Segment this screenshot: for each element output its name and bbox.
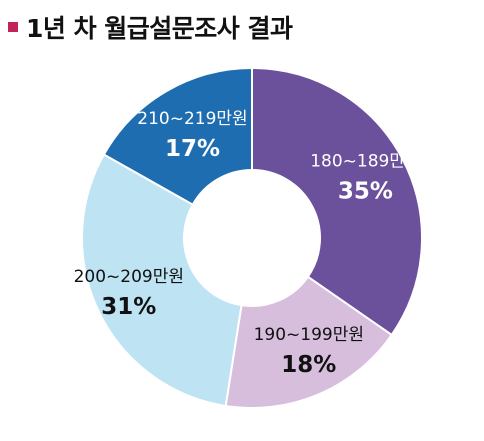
- slice-value-2: 18%: [281, 352, 336, 378]
- chart-title: 1년 차 월급설문조사 결과: [26, 14, 293, 43]
- slices-group: [81, 66, 423, 409]
- labels-group: 180~189만원 35% 190~199만원 18% 200~209만원 31% 210~…: [74, 109, 421, 378]
- slice-3: [81, 153, 243, 408]
- slice-1: [251, 66, 423, 337]
- slice-label-1: 180~189만원: [310, 152, 420, 172]
- slice-label-3: 200~209만원: [74, 267, 184, 287]
- slice-value-4: 17%: [165, 136, 220, 162]
- chart-title-wrap: 1년 차 월급설문조사 결과: [8, 10, 293, 44]
- slice-2: [224, 275, 394, 409]
- slice-value-1: 35%: [338, 179, 393, 205]
- slice-label-2: 190~199만원: [254, 325, 364, 345]
- slice-4: [102, 66, 253, 206]
- title-marker-icon: [8, 22, 18, 32]
- slice-label-4: 210~219만원: [137, 109, 247, 129]
- slice-value-3: 31%: [101, 294, 156, 320]
